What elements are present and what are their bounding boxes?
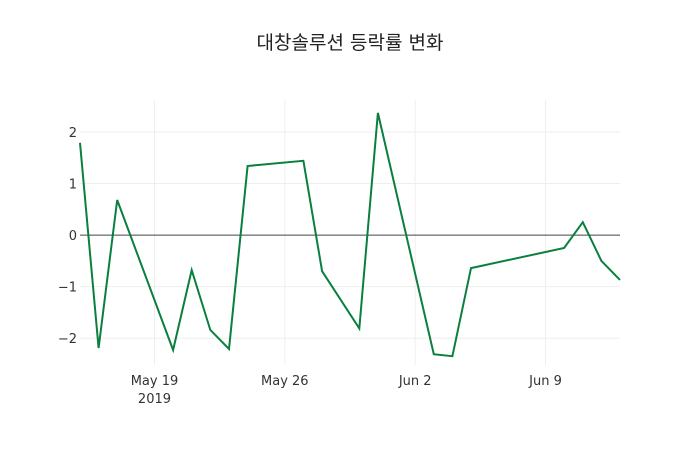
chart-title: 대창솔루션 등락률 변화	[256, 32, 444, 54]
x-tick-label: Jun 9	[528, 374, 562, 389]
data-line	[79, 112, 621, 358]
y-tick-label: −1	[58, 281, 77, 296]
x-tick-year-label: 2019	[138, 392, 171, 407]
x-tick-label: Jun 2	[398, 374, 432, 389]
y-tick-label: −2	[58, 332, 77, 347]
x-tick-label: May 26	[261, 374, 309, 389]
y-tick-label: 2	[69, 126, 77, 141]
y-tick-label: 1	[69, 178, 77, 193]
gridlines	[80, 100, 620, 365]
x-tick-label: May 19	[131, 374, 179, 389]
y-axis-ticks: −2 −1 0 1 2	[58, 126, 77, 347]
x-axis-ticks: May 19 2019 May 26 Jun 2 Jun 9	[131, 374, 562, 407]
y-tick-label: 0	[69, 229, 77, 244]
